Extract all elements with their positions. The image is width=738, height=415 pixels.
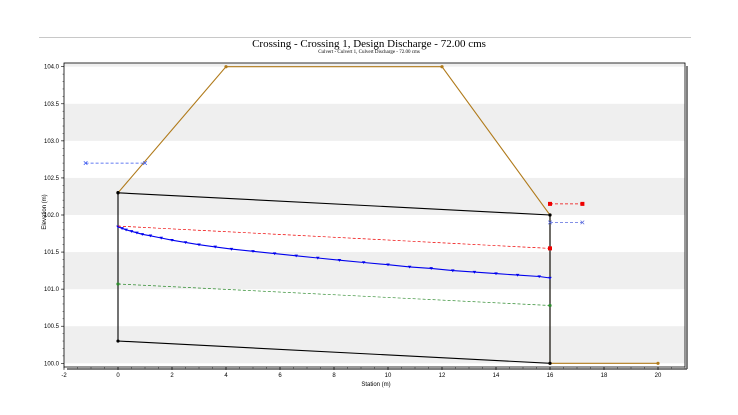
series-point <box>386 263 390 267</box>
grid-band <box>64 326 685 364</box>
series-point <box>148 234 153 238</box>
series-point <box>548 276 552 280</box>
series-line-2 <box>117 226 551 279</box>
y-tick-label: 102.5 <box>44 176 60 182</box>
series-point <box>429 267 433 270</box>
series-line-0 <box>117 66 658 364</box>
series-point <box>124 228 128 232</box>
y-tick-label: 100.0 <box>44 361 60 367</box>
series-point <box>83 161 88 166</box>
x-tick-label: -2 <box>61 373 67 379</box>
chart-subtitle: Culvert - Culvert 1, Culvert Discharge -… <box>318 50 420 55</box>
y-tick-label: 103.5 <box>44 102 60 108</box>
x-tick-label: 14 <box>493 373 500 379</box>
series-point <box>197 243 201 247</box>
series-point <box>316 256 320 260</box>
series-point <box>116 339 120 343</box>
series-point <box>361 261 366 265</box>
x-tick-label: 0 <box>116 373 120 379</box>
series-point <box>116 191 120 195</box>
series-point <box>580 201 585 206</box>
series-point <box>548 201 552 206</box>
series-point <box>294 254 298 258</box>
series-point <box>229 247 234 251</box>
x-tick-label: 4 <box>224 373 228 379</box>
y-tick-label: 102.0 <box>44 213 60 219</box>
series-point <box>224 65 228 69</box>
series-point <box>656 361 660 365</box>
y-axis-label: Elevation (m) <box>42 194 48 229</box>
series-line-3 <box>117 225 551 249</box>
series-point <box>515 273 520 277</box>
series-point <box>337 259 342 262</box>
x-tick-label: 16 <box>547 373 554 379</box>
series-point <box>183 241 188 245</box>
chart-title: Crossing - Crossing 1, Design Discharge … <box>252 38 486 50</box>
x-tick-label: 18 <box>601 373 608 379</box>
series-point <box>116 282 120 286</box>
series-point <box>129 230 134 233</box>
series-point <box>548 213 552 217</box>
x-tick-label: 8 <box>332 373 336 379</box>
y-tick-label: 100.5 <box>44 324 60 330</box>
y-tick-label: 103.0 <box>44 139 60 145</box>
y-tick-label: 101.5 <box>44 250 60 256</box>
x-tick-label: 20 <box>655 373 662 379</box>
series-point <box>159 236 163 240</box>
series-line-6 <box>117 283 551 306</box>
grid-band <box>64 177 685 215</box>
x-axis-label: Station (m) <box>361 382 390 388</box>
y-tick-label: 101.0 <box>44 287 60 293</box>
series-point <box>407 265 412 269</box>
series-point <box>120 227 124 230</box>
series-point <box>142 161 148 166</box>
series-point <box>170 239 174 242</box>
header-rule <box>39 37 691 38</box>
x-tick-label: 2 <box>170 373 174 379</box>
series-point <box>140 233 145 236</box>
grid-band <box>64 252 685 290</box>
series-point <box>580 220 585 225</box>
series-point <box>548 361 552 365</box>
y-tick-label: 104.0 <box>44 65 60 71</box>
series-point <box>251 250 255 253</box>
series-point <box>272 252 277 256</box>
series-point <box>451 269 455 273</box>
series-point <box>537 275 541 279</box>
grid-band <box>64 103 685 141</box>
x-tick-label: 12 <box>439 373 446 379</box>
x-tick-label: 6 <box>278 373 282 379</box>
series-point <box>548 303 552 308</box>
series-point <box>548 246 552 251</box>
x-tick-label: 10 <box>385 373 392 379</box>
series-point <box>135 231 139 235</box>
series-point <box>440 65 444 69</box>
series-point <box>494 272 498 276</box>
grid-band <box>64 63 685 67</box>
series-point <box>213 245 217 249</box>
series-point <box>472 270 477 274</box>
series-point <box>547 220 553 225</box>
